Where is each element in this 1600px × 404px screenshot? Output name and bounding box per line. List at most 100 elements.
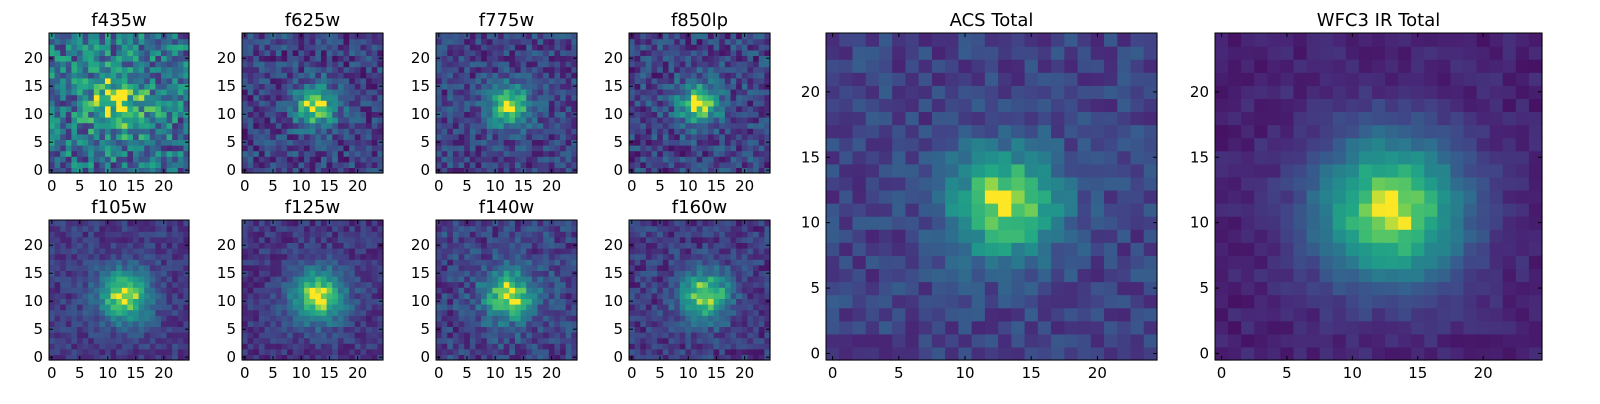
heatmap-cell [560,106,566,112]
heatmap-cell [281,162,287,168]
heatmap-cell [77,61,83,67]
heatmap-cell [270,117,276,123]
heatmap-cell [49,231,55,237]
heatmap-cell [492,293,498,299]
heatmap-cell [127,287,133,293]
heatmap-cell [372,226,378,232]
heatmap-cell [657,332,663,338]
heatmap-cell [150,33,156,39]
heatmap-cell [71,111,77,117]
heatmap-cell [708,61,714,67]
heatmap-cell [77,111,83,117]
x-tick-label: 20 [542,177,561,195]
heatmap-cell [475,237,481,243]
heatmap-cell [94,95,100,101]
heatmap-cell [265,231,271,237]
heatmap-cell [332,128,338,134]
heatmap-cell [464,326,470,332]
heatmap-cell [498,282,504,288]
heatmap-cell [725,111,731,117]
heatmap-cell [453,298,459,304]
heatmap-cell [447,50,453,56]
heatmap-cell [526,151,532,157]
heatmap-cell [55,231,61,237]
heatmap-cell [242,61,248,67]
heatmap-cell [708,326,714,332]
heatmap-cell [66,55,72,61]
heatmap-cell [344,293,350,299]
heatmap-cell [133,338,139,344]
heatmap-cell [105,55,111,61]
heatmap-cell [663,276,669,282]
heatmap-cell [747,321,753,327]
heatmap-cell [674,78,680,84]
heatmap-cell [492,259,498,265]
heatmap-cell [691,123,697,129]
heatmap-cell [248,282,254,288]
heatmap-cell [492,321,498,327]
heatmap-cell [498,270,504,276]
heatmap-cell [105,254,111,260]
heatmap-cell [60,343,66,349]
heatmap-cell [714,310,720,316]
heatmap-cell [88,270,94,276]
heatmap-cell [116,343,122,349]
heatmap-cell [560,139,566,145]
heatmap-cell [372,248,378,254]
heatmap-cell [287,287,293,293]
heatmap-cell [436,128,442,134]
heatmap-cell [635,332,641,338]
heatmap-cell [759,298,765,304]
heatmap-cell [144,326,150,332]
heatmap-cell [747,50,753,56]
heatmap-cell [759,39,765,45]
heatmap-cell [498,315,504,321]
heatmap-cell [747,343,753,349]
heatmap-cell [287,72,293,78]
heatmap-cell [566,276,572,282]
heatmap-cell [742,293,748,299]
y-tick-label: 20 [24,49,43,67]
heatmap-cell [492,298,498,304]
heatmap-cell [321,151,327,157]
heatmap-cell [66,156,72,162]
heatmap-cell [492,39,498,45]
heatmap-cell [155,326,161,332]
heatmap-cell [453,259,459,265]
heatmap-cell [691,293,697,299]
heatmap-cell [298,162,304,168]
heatmap-cell [708,55,714,61]
heatmap-cell [55,226,61,232]
heatmap-cell [366,50,372,56]
heatmap-cell [504,72,510,78]
heatmap-cell [475,83,481,89]
heatmap-cell [99,55,105,61]
heatmap-cell [66,123,72,129]
heatmap-cell [66,128,72,134]
heatmap-cell [498,304,504,310]
heatmap-cell [327,254,333,260]
heatmap-cell [167,270,173,276]
heatmap-cell [94,33,100,39]
heatmap-cell [349,162,355,168]
heatmap-cell [287,78,293,84]
panel-title: f105w [91,197,146,218]
heatmap-cell [640,33,646,39]
heatmap-cell [475,287,481,293]
heatmap-cell [172,248,178,254]
heatmap-cell [674,343,680,349]
heatmap-cell [487,321,493,327]
heatmap-cell [60,72,66,78]
heatmap-cell [178,95,184,101]
heatmap-cell [543,134,549,140]
heatmap-cell [127,151,133,157]
heatmap-cell [366,83,372,89]
heatmap-cell [504,33,510,39]
heatmap-cell [714,349,720,355]
heatmap-cell [702,78,708,84]
heatmap-cell [492,265,498,271]
heatmap-cell [652,156,658,162]
heatmap-cell [521,270,527,276]
heatmap-cell [504,39,510,45]
heatmap-cell [99,265,105,271]
